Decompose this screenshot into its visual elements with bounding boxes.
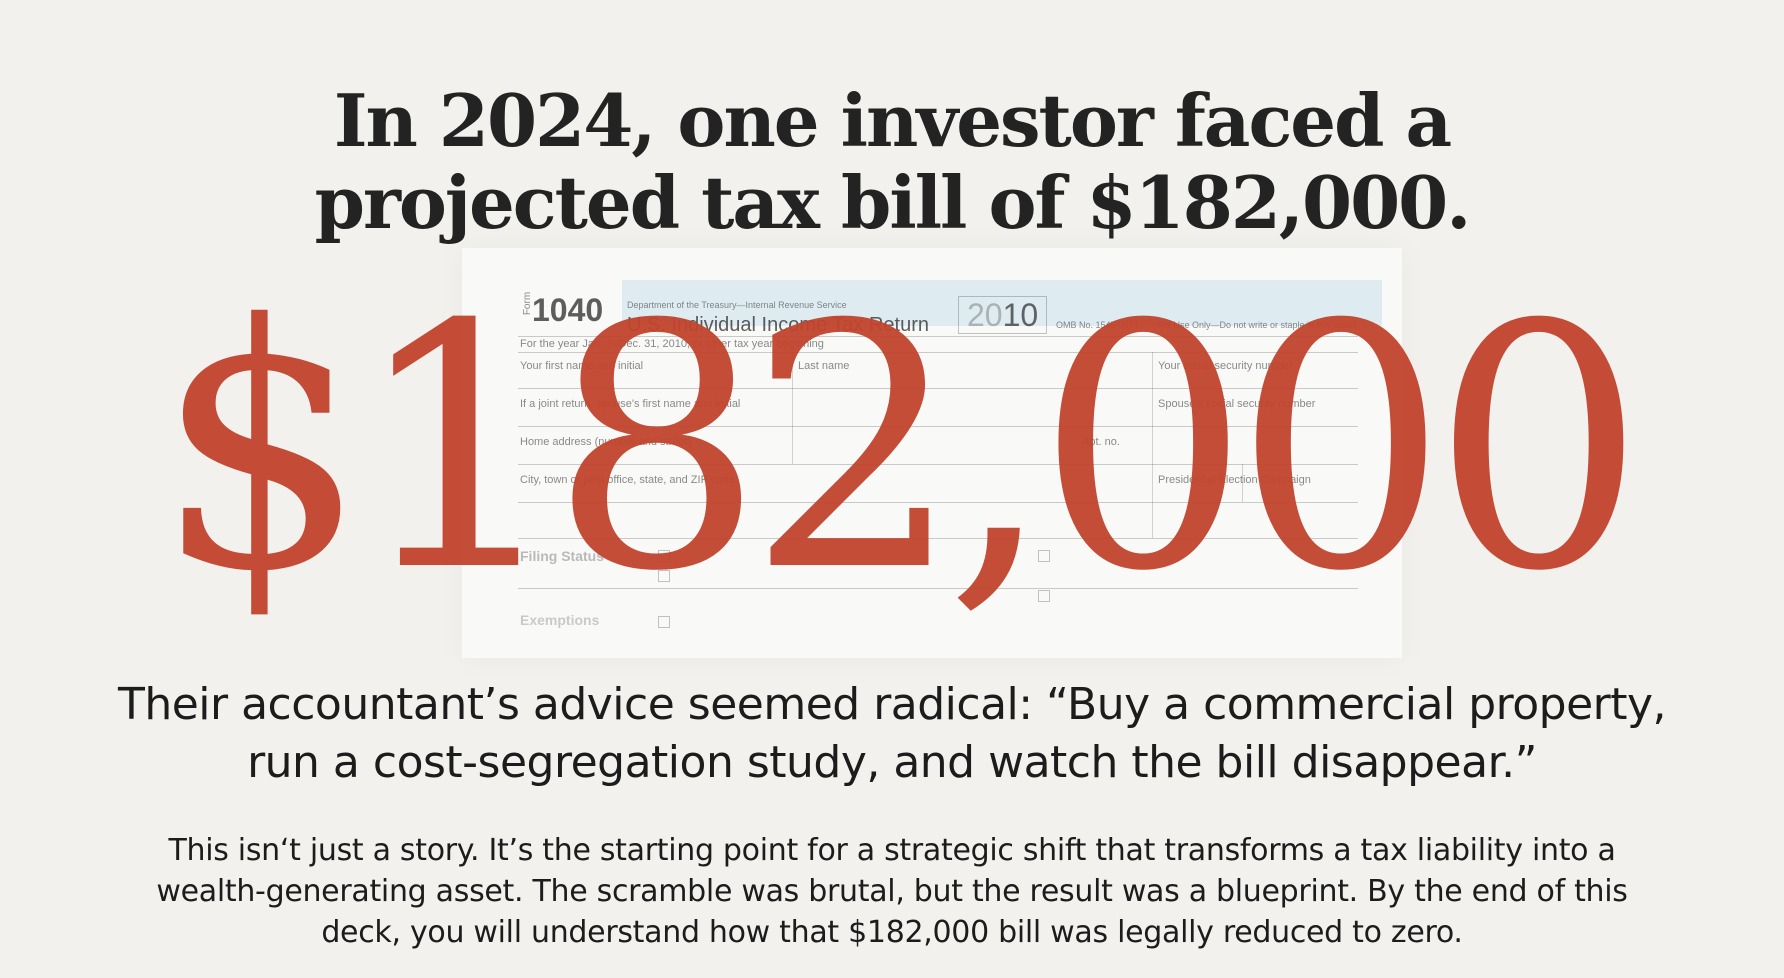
form-year-prefix: 20 <box>967 297 1003 333</box>
form-header-tint <box>622 280 1382 326</box>
form-row-label: For the year Jan. 1–Dec. 31, 2010, or ot… <box>520 338 824 350</box>
form-rule <box>518 336 1358 337</box>
body-line-2: wealth-generating asset. The scramble wa… <box>156 874 1628 909</box>
form-rule <box>518 426 1358 427</box>
form-rule <box>518 502 1358 503</box>
form-checkbox <box>1038 590 1050 602</box>
form-row-label: Spouse's social security number <box>1158 398 1316 410</box>
form-row-label: Last name <box>798 360 850 372</box>
form-row-label: If a joint return, spouse's first name a… <box>520 398 741 410</box>
form-row-label: Your first name and initial <box>520 360 644 372</box>
form-row-label: Your social security number <box>1158 360 1293 372</box>
form-checkbox <box>658 550 670 562</box>
big-amount: $182,000 <box>154 254 1645 645</box>
form-department: Department of the Treasury—Internal Reve… <box>627 300 847 310</box>
form-year-suffix: 10 <box>1002 297 1039 333</box>
form-year: 2010 <box>958 296 1048 334</box>
form-divider <box>1152 352 1153 538</box>
headline-line-2: projected tax bill of $182,000. <box>314 160 1472 245</box>
form-irs-use: IRS Use Only—Do not write or staple in t… <box>1156 320 1360 330</box>
form-title: U.S. Individual Income Tax Return <box>627 314 930 336</box>
form-row-label: City, town or post office, state, and ZI… <box>520 474 735 486</box>
form-rule <box>518 588 1358 589</box>
form-rule <box>518 538 1358 539</box>
tax-form-background: Form 1040 Department of the Treasury—Int… <box>462 248 1402 658</box>
headline-line-1: In 2024, one investor faced a <box>333 78 1452 163</box>
form-checkbox <box>1038 550 1050 562</box>
form-rule <box>518 352 1358 353</box>
accountant-quote: Their accountant’s advice seemed radical… <box>0 676 1784 792</box>
form-checkbox <box>658 570 670 582</box>
quote-line-1: Their accountant’s advice seemed radical… <box>117 679 1667 730</box>
form-divider <box>792 352 793 464</box>
headline: In 2024, one investor faced a projected … <box>0 80 1784 244</box>
form-row-label: Apt. no. <box>1082 436 1120 448</box>
body-line-1: This isn‘t just a story. It’s the starti… <box>168 833 1616 868</box>
quote-line-2: run a cost-segregation study, and watch … <box>247 737 1537 788</box>
body-line-3: deck, you will understand how that $182,… <box>321 915 1463 950</box>
form-omb: OMB No. 1545-0074 <box>1056 320 1139 330</box>
body-paragraph: This isn‘t just a story. It’s the starti… <box>0 830 1784 953</box>
form-number: 1040 <box>532 292 604 328</box>
form-divider <box>1242 464 1243 502</box>
form-rule <box>518 464 1358 465</box>
form-section-filing: Filing Status <box>520 548 604 564</box>
form-checkbox <box>658 616 670 628</box>
form-section-exemptions: Exemptions <box>520 612 600 628</box>
form-rule <box>518 388 1358 389</box>
form-row-label: Presidential Election Campaign <box>1158 474 1311 486</box>
form-row-label: Home address (number and street) <box>520 436 692 448</box>
